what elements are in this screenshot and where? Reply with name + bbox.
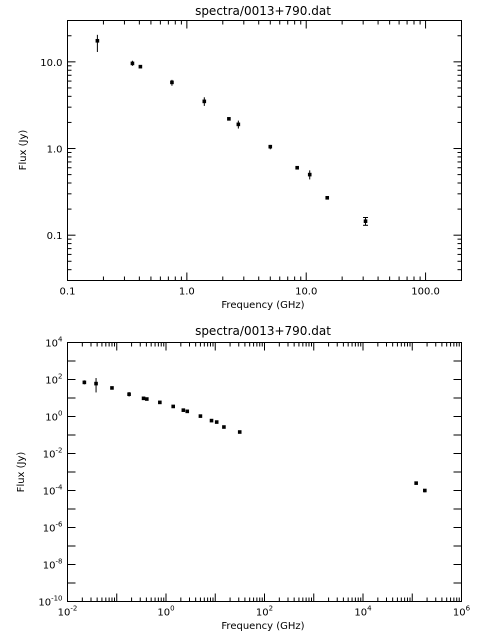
bottom-x-tick-label: 102 [256,605,273,619]
bottom-data-point [94,378,98,393]
bottom-x-axis-label: Frequency (GHz) [221,621,304,632]
bottom-data-point [127,392,131,397]
bottom-data-point [423,488,427,493]
bottom-data-point [158,400,162,405]
bottom-data-point [222,425,226,429]
top-data-point [236,120,241,129]
top-chart-title: spectra/0013+790.dat [195,4,331,18]
top-data-point [138,64,143,69]
bottom-data-point [198,414,203,418]
top-chart: spectra/0013+790.dat 0.1 1.0 10.0 100.0 0.1 1… [18,4,462,311]
top-data-point [130,60,135,66]
bottom-data-point [82,380,87,385]
top-y-tick-label: 1.0 [47,145,63,156]
top-plot-frame [67,20,462,281]
bottom-y-tick-label: 10-6 [43,521,63,535]
top-data-point [227,117,231,121]
bottom-y-tick-label: 10-8 [43,558,63,572]
bottom-x-tick-label: 106 [453,605,471,619]
bottom-y-tick-label: 104 [45,336,63,350]
top-y-tick-label: 0.1 [47,231,63,242]
top-x-tick-label: 1.0 [179,287,195,298]
bottom-y-tick-label: 100 [45,410,62,424]
top-data-point [295,165,299,170]
top-x-tick-label: 0.1 [60,287,76,298]
top-y-tick-label: 10.0 [40,58,62,69]
bottom-y-tick-label: 10-2 [43,447,63,461]
bottom-y-tick-label: 102 [45,373,62,387]
top-y-axis-label: Flux (Jy) [18,130,29,171]
bottom-data-point [110,386,114,390]
top-data-point [307,170,312,180]
bottom-data-point [181,408,186,412]
top-ticks: 0.1 1.0 10.0 100.0 0.1 1.0 10.0 [40,20,462,298]
bottom-y-tick-label: 10-10 [38,595,62,609]
top-data-point [170,79,174,86]
bottom-y-axis-label: Flux (Jy) [16,452,27,493]
bottom-data-point [185,409,190,414]
bottom-chart: spectra/0013+790.dat 10-2 100 102 104 10610-… [16,324,471,632]
bottom-data-point [145,397,149,401]
bottom-data-point [414,481,418,485]
bottom-plot-frame [67,342,462,602]
top-data-point [268,144,273,150]
top-data-point [325,195,330,200]
bottom-data-points [82,378,427,493]
bottom-data-point [237,430,242,434]
bottom-data-point [141,396,146,401]
top-x-tick-label: 100.0 [411,287,440,298]
bottom-y-tick-label: 10-4 [43,484,63,498]
bottom-data-point [209,418,214,423]
bottom-ticks: 10-2 100 102 104 106 10-10 10-8 10-6 10-4 10-2 100… [38,336,470,619]
bottom-data-point [171,404,175,409]
top-data-point [202,97,207,106]
top-x-tick-label: 10.0 [295,287,317,298]
top-data-points [95,34,369,226]
bottom-x-tick-label: 100 [157,605,174,619]
top-data-point [95,34,100,52]
bottom-data-point [214,420,219,424]
bottom-chart-title: spectra/0013+790.dat [195,324,331,338]
bottom-x-tick-label: 104 [354,605,372,619]
top-x-axis-label: Frequency (GHz) [221,300,304,311]
bottom-x-tick-label: 10-2 [58,605,78,619]
top-data-point [363,216,369,226]
